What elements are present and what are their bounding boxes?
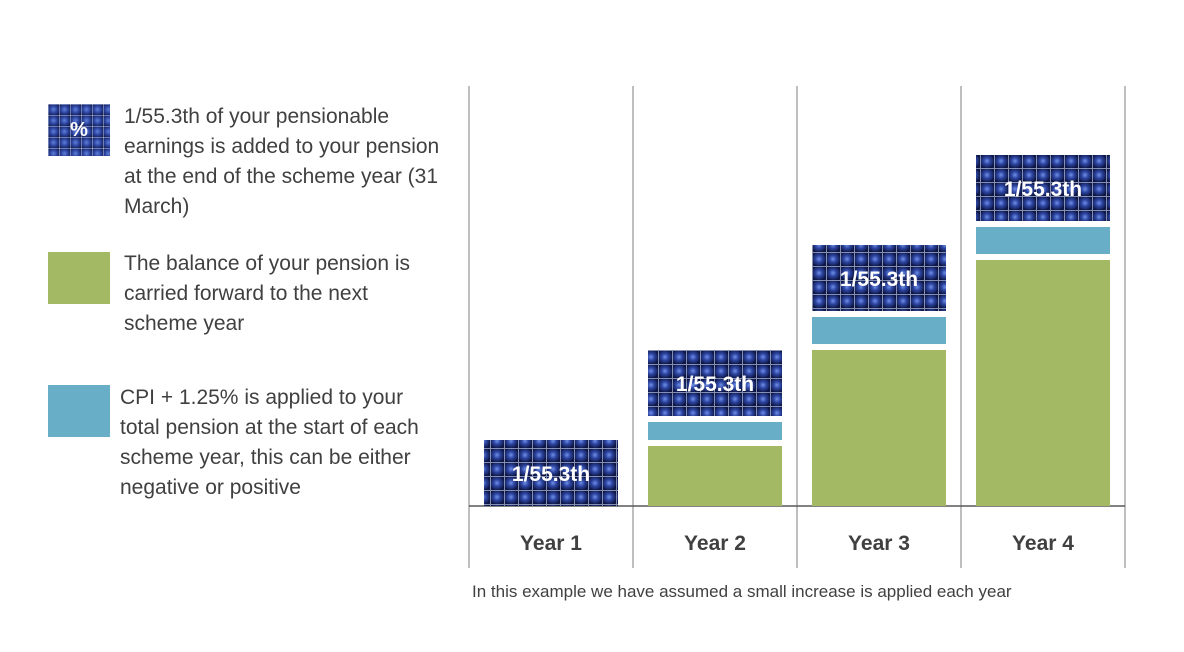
accrual-pattern-swatch: %	[48, 104, 110, 156]
cpi-blue-swatch	[48, 385, 110, 437]
legend-text-accrual: 1/55.3th of your pensionable earnings is…	[124, 105, 440, 218]
footnote: In this example we have assumed a small …	[472, 582, 1012, 601]
cpi-bar	[976, 227, 1110, 254]
balance-bar	[812, 350, 946, 506]
legend: % 1/55.3th of your pensionable earnings …	[0, 0, 460, 560]
accrual-bar-label: 1/55.3th	[676, 373, 754, 396]
accrual-bar-label: 1/55.3th	[840, 268, 918, 291]
accrual-bar	[648, 350, 782, 416]
cpi-bar	[812, 317, 946, 344]
legend-text-cpi: CPI + 1.25% is applied to your total pen…	[120, 386, 419, 499]
balance-bar	[976, 260, 1110, 506]
percent-icon: %	[70, 118, 88, 141]
balance-green-swatch	[48, 252, 110, 304]
bars: 1/55.3th 1/55.3th 1/55.3th 1/55.3th	[484, 155, 1110, 506]
accrual-bar-label: 1/55.3th	[1004, 178, 1082, 201]
category-labels: Year 1 Year 2 Year 3 Year 4	[520, 532, 1074, 555]
cpi-bar	[648, 422, 782, 440]
accrual-bar	[812, 245, 946, 311]
accrual-bar-label: 1/55.3th	[512, 463, 590, 486]
category-label: Year 1	[520, 532, 582, 555]
category-label: Year 4	[1012, 532, 1074, 555]
accrual-bar	[484, 440, 618, 506]
accrual-bar	[976, 155, 1110, 221]
category-label: Year 3	[848, 532, 910, 555]
balance-bar	[648, 446, 782, 506]
category-label: Year 2	[684, 532, 746, 555]
legend-text-balance: The balance of your pension is carried f…	[124, 252, 411, 335]
